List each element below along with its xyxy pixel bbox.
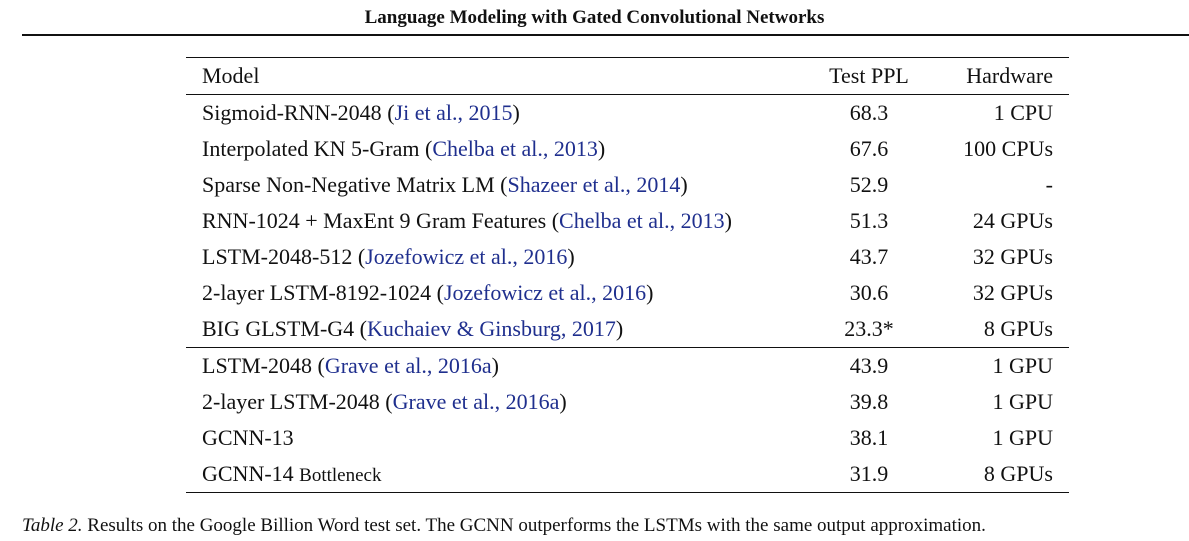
hardware-cell: 1 GPU: [992, 389, 1053, 414]
model-cell: Sparse Non-Negative Matrix LM (Shazeer e…: [202, 172, 688, 197]
hardware-cell: 100 CPUs: [963, 136, 1053, 161]
test-ppl-cell: 51.3: [849, 208, 889, 233]
model-name: LSTM-2048: [202, 353, 312, 378]
table-row: RNN-1024 + MaxEnt 9 Gram Features (Chelb…: [186, 203, 1069, 239]
hardware-cell: 8 GPUs: [983, 316, 1053, 341]
model-cell: LSTM-2048-512 (Jozefowicz et al., 2016): [202, 244, 575, 269]
comparison-group: LSTM-2048 (Grave et al., 2016a) 43.9 1 GPU…: [186, 347, 1069, 493]
model-name: 2-layer LSTM-8192-1024: [202, 280, 432, 305]
table-row: Sparse Non-Negative Matrix LM (Shazeer e…: [186, 167, 1069, 203]
baseline-group: Sigmoid-RNN-2048 (Ji et al., 2015) 68.3 1 …: [186, 95, 1069, 348]
header-rule: [22, 34, 1189, 36]
model-cell: LSTM-2048 (Grave et al., 2016a): [202, 353, 499, 378]
running-head: Language Modeling with Gated Convolution…: [364, 7, 825, 28]
citation-link[interactable]: Shazeer et al., 2014: [507, 172, 681, 197]
model-cell: 2-layer LSTM-8192-1024 (Jozefowicz et al…: [202, 280, 654, 305]
hardware-cell: 32 GPUs: [972, 280, 1053, 305]
model-name: Sigmoid-RNN-2048: [202, 100, 382, 125]
table-row: GCNN-14 Bottleneck 31.9 8 GPUs: [186, 456, 1069, 493]
table-row: 2-layer LSTM-2048 (Grave et al., 2016a) 3…: [186, 384, 1069, 420]
model-name: RNN-1024 + MaxEnt 9 Gram Features: [202, 208, 547, 233]
model-name: BIG GLSTM-G4: [202, 316, 355, 341]
model-name: GCNN-13: [202, 425, 294, 450]
header-hardware: Hardware: [966, 63, 1053, 88]
model-cell: RNN-1024 + MaxEnt 9 Gram Features (Chelb…: [202, 208, 732, 233]
test-ppl-cell: 38.1: [849, 425, 889, 450]
table-row: LSTM-2048 (Grave et al., 2016a) 43.9 1 GPU: [186, 347, 1069, 385]
hardware-cell: 1 GPU: [992, 353, 1053, 378]
table-row: BIG GLSTM-G4 (Kuchaiev & Ginsburg, 2017)…: [186, 311, 1069, 348]
table-row: GCNN-13 38.1 1 GPU: [186, 420, 1069, 456]
test-ppl-cell: 43.9: [849, 353, 889, 378]
header-model: Model: [202, 63, 260, 88]
model-cell: GCNN-14 Bottleneck: [186, 456, 807, 493]
test-ppl-cell: 67.6: [849, 136, 889, 161]
caption-label: Table 2.: [22, 515, 83, 536]
model-cell: GCNN-13: [186, 420, 807, 456]
caption-text: Results on the Google Billion Word test …: [87, 515, 986, 536]
test-ppl-cell: 52.9: [849, 172, 889, 197]
test-ppl-cell: 43.7: [849, 244, 889, 269]
citation-link[interactable]: Kuchaiev & Ginsburg, 2017: [367, 316, 616, 341]
model-name: Interpolated KN 5-Gram: [202, 136, 420, 161]
citation-link[interactable]: Ji et al., 2015: [394, 100, 513, 125]
citation-link[interactable]: Grave et al., 2016a: [324, 353, 492, 378]
hardware-cell: 1 CPU: [993, 100, 1053, 125]
table-row: LSTM-2048-512 (Jozefowicz et al., 2016) 4…: [186, 239, 1069, 275]
results-table: Model Test PPL Hardware Sigmoid-RNN-2048…: [186, 57, 1069, 493]
hardware-cell: 24 GPUs: [972, 208, 1053, 233]
model-cell: Sigmoid-RNN-2048 (Ji et al., 2015): [202, 100, 520, 125]
model-name: LSTM-2048-512: [202, 244, 353, 269]
citation-link[interactable]: Grave et al., 2016a: [392, 389, 560, 414]
hardware-cell: 32 GPUs: [972, 244, 1053, 269]
table-row: Interpolated KN 5-Gram (Chelba et al., 2…: [186, 131, 1069, 167]
model-cell: 2-layer LSTM-2048 (Grave et al., 2016a): [202, 389, 567, 414]
citation-link[interactable]: Chelba et al., 2013: [559, 208, 725, 233]
citation-link[interactable]: Jozefowicz et al., 2016: [365, 244, 568, 269]
header-test-ppl: Test PPL: [829, 63, 909, 88]
test-ppl-cell: 30.6: [849, 280, 889, 305]
table-row: 2-layer LSTM-8192-1024 (Jozefowicz et al…: [186, 275, 1069, 311]
test-ppl-cell: 39.8: [849, 389, 889, 414]
citation-link[interactable]: Jozefowicz et al., 2016: [443, 280, 647, 305]
test-ppl-cell: 23.3*: [844, 316, 894, 341]
model-cell: Interpolated KN 5-Gram (Chelba et al., 2…: [202, 136, 606, 161]
model-cell: BIG GLSTM-G4 (Kuchaiev & Ginsburg, 2017): [202, 316, 624, 341]
table-header-row: Model Test PPL Hardware: [186, 57, 1069, 95]
citation-link[interactable]: Chelba et al., 2013: [432, 136, 598, 161]
table-caption: Table 2. Results on the Google Billion W…: [22, 514, 986, 538]
hardware-cell: -: [1045, 172, 1053, 197]
test-ppl-cell: 68.3: [849, 100, 889, 125]
model-name: 2-layer LSTM-2048: [202, 389, 380, 414]
model-name: GCNN-14: [202, 461, 294, 486]
hardware-cell: 1 GPU: [992, 425, 1053, 450]
test-ppl-cell: 31.9: [849, 461, 889, 486]
table-row: Sigmoid-RNN-2048 (Ji et al., 2015) 68.3 1 …: [186, 95, 1069, 132]
model-suffix: Bottleneck: [299, 465, 382, 486]
model-name: Sparse Non-Negative Matrix LM: [202, 172, 495, 197]
hardware-cell: 8 GPUs: [983, 461, 1053, 486]
